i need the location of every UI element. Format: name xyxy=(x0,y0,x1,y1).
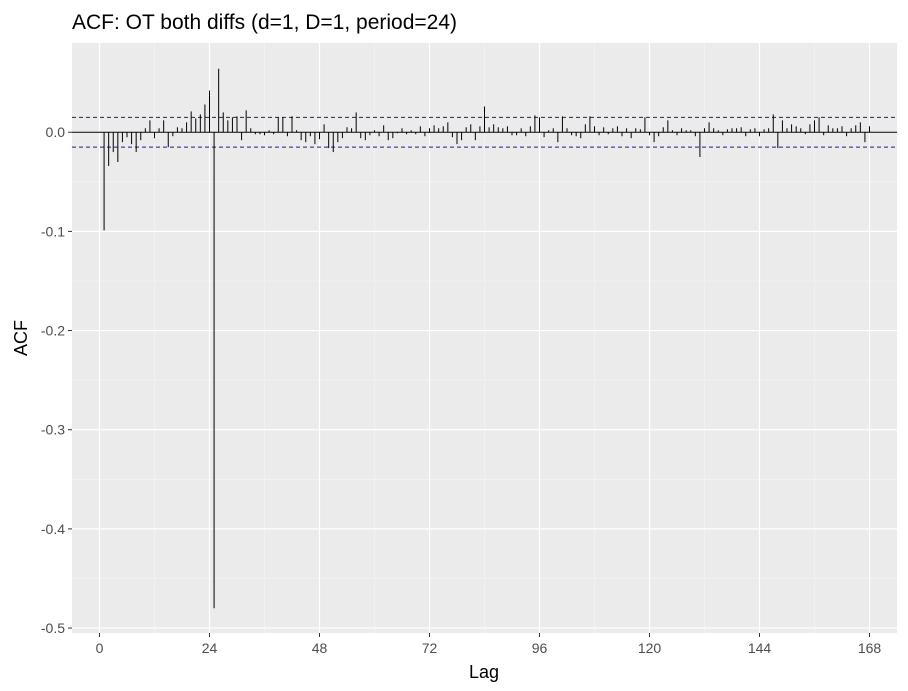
confidence-bounds xyxy=(72,116,897,148)
y-tick-label: -0.2 xyxy=(41,323,65,339)
acf-bars xyxy=(103,68,870,609)
y-tick-label: -0.1 xyxy=(41,223,65,239)
chart-title: ACF: OT both diffs (d=1, D=1, period=24) xyxy=(72,11,457,34)
x-tick-label: 144 xyxy=(748,640,772,656)
x-tick-label: 48 xyxy=(312,640,328,656)
x-tick-label: 0 xyxy=(96,640,104,656)
y-axis-title: ACF xyxy=(11,320,31,356)
x-axis-ticks: 0 24 48 72 96 120 144 168 xyxy=(96,633,882,656)
x-tick-label: 96 xyxy=(532,640,548,656)
x-tick-label: 168 xyxy=(858,640,882,656)
x-tick-label: 120 xyxy=(638,640,662,656)
y-tick-label: 0.0 xyxy=(46,124,66,140)
y-tick-label: -0.5 xyxy=(41,620,65,636)
y-tick-label: -0.4 xyxy=(41,521,65,537)
x-tick-label: 24 xyxy=(202,640,218,656)
x-tick-label: 72 xyxy=(422,640,438,656)
x-axis-title: Lag xyxy=(469,662,499,682)
y-axis-ticks: 0.0 -0.1 -0.2 -0.3 -0.4 -0.5 xyxy=(41,124,72,636)
y-tick-label: -0.3 xyxy=(41,422,65,438)
